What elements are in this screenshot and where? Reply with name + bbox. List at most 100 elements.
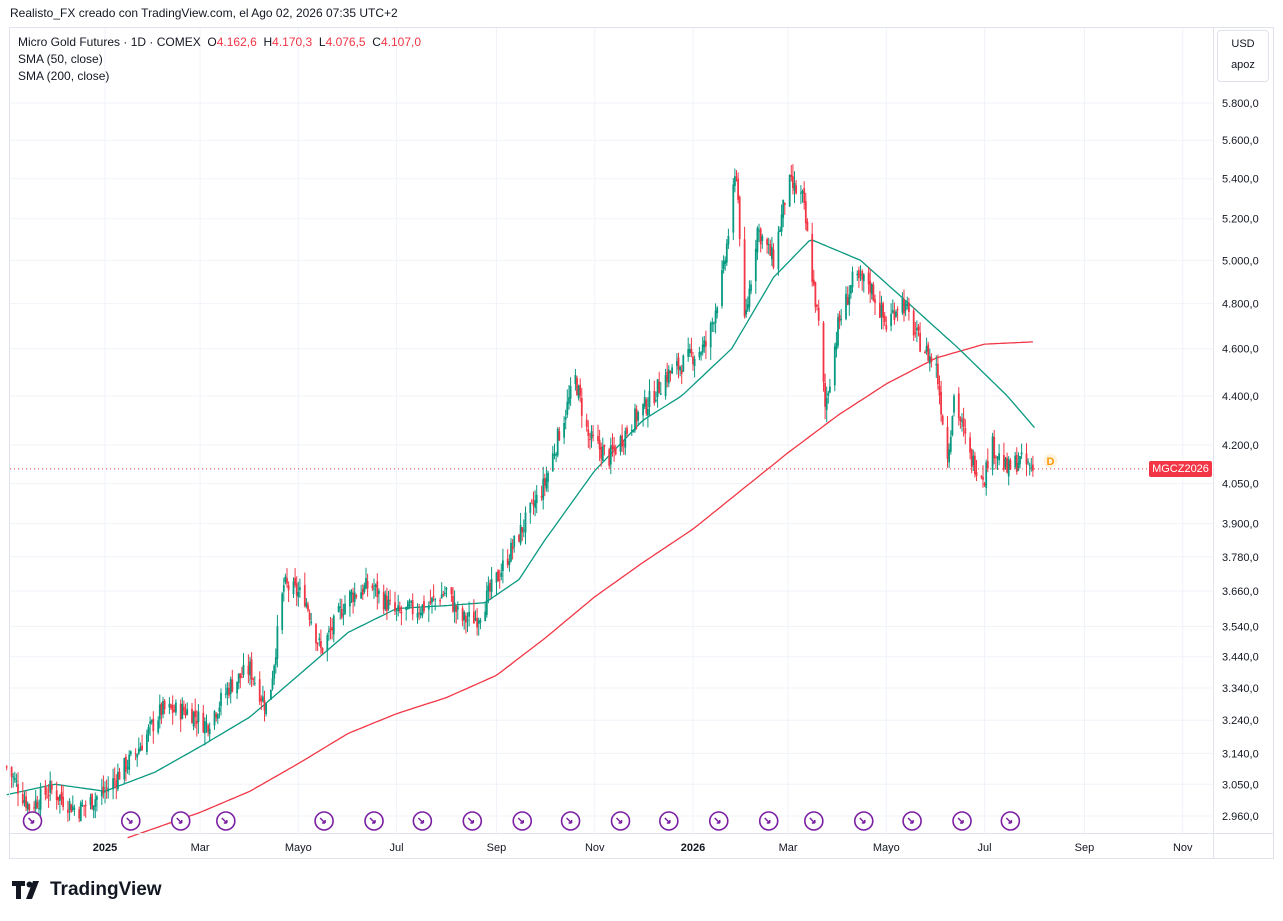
candle-body <box>316 643 319 645</box>
dividend-marker[interactable]: D <box>1043 453 1058 468</box>
candle-body <box>59 795 61 801</box>
candle-body <box>55 790 58 801</box>
symbol-legend-row[interactable]: Micro Gold Futures · 1D · COMEX O4.162,6… <box>18 34 421 51</box>
event-marker-icon[interactable] <box>120 811 141 831</box>
event-marker-icon[interactable] <box>412 811 433 831</box>
candle-body <box>637 412 640 421</box>
event-marker-arrow <box>809 817 816 824</box>
candle-body <box>634 408 636 431</box>
candle-body <box>619 436 622 452</box>
candle-body <box>985 462 988 488</box>
event-marker-arrow <box>1005 817 1013 824</box>
candle-body <box>294 577 296 585</box>
event-marker-icon[interactable] <box>364 811 384 831</box>
candle-body <box>896 309 899 311</box>
candle-body <box>829 386 831 393</box>
candle-body <box>33 807 35 809</box>
event-marker-icon[interactable] <box>902 811 922 831</box>
sma200-path <box>127 341 1033 839</box>
candle-body <box>500 572 503 577</box>
candle-body <box>1028 464 1031 466</box>
candle-body <box>754 248 757 282</box>
candle-body <box>295 583 298 596</box>
price-axis[interactable]: 5.800,0 5.600,0 5.400,0 5.200,0 5.000,0 4.800… <box>9 27 1274 859</box>
candle-body <box>410 601 412 603</box>
candle-body <box>890 313 892 326</box>
candle-body <box>701 344 704 353</box>
candle-body <box>630 429 633 432</box>
candle-body <box>194 710 197 718</box>
candle-body <box>519 524 522 544</box>
candle-body <box>592 434 594 437</box>
candle-body <box>175 702 177 713</box>
candle-body <box>262 696 264 702</box>
candle-body <box>439 600 441 602</box>
event-marker-icon[interactable] <box>22 811 43 831</box>
price-tick-label: 3.780,0 <box>1222 552 1259 564</box>
candle-body <box>421 604 424 616</box>
candle-body <box>405 606 408 610</box>
event-marker-icon[interactable] <box>462 811 483 831</box>
candle-body <box>532 502 535 506</box>
candle-body <box>613 446 615 450</box>
candle-body <box>229 679 232 694</box>
candle-body <box>218 707 221 712</box>
event-marker-icon[interactable] <box>952 811 972 831</box>
candle-body <box>822 322 825 382</box>
candle-body <box>168 703 171 708</box>
event-marker-icon[interactable] <box>560 811 581 831</box>
candle-body <box>838 315 841 322</box>
candle-body <box>128 754 131 770</box>
candle-body <box>134 753 137 755</box>
sma200-legend[interactable]: SMA (200, close) <box>18 69 110 83</box>
candle-body <box>930 357 933 362</box>
candle-body <box>962 417 965 427</box>
event-marker-icon[interactable] <box>314 811 334 831</box>
event-marker-icon[interactable] <box>758 811 779 831</box>
open-value: 4.162,6 <box>216 35 257 49</box>
candle-body <box>418 612 420 614</box>
dividend-marker-label: D <box>1047 456 1055 468</box>
event-marker-icon[interactable] <box>170 811 191 831</box>
candle-body <box>769 244 772 256</box>
candle-body <box>353 592 356 602</box>
price-tick-label: 3.340,0 <box>1222 683 1259 695</box>
currency-selector[interactable]: USD apoz <box>1217 30 1269 82</box>
candle-body <box>431 597 433 603</box>
time-tick-label: 2026 <box>681 842 705 854</box>
candle-body <box>756 228 759 253</box>
event-marker-icon[interactable] <box>708 811 729 831</box>
time-axis[interactable]: 2025 Mar Mayo Jul Sep Nov 2026 Mar Mayo Jul Sep Nov <box>93 842 1193 854</box>
candle-body <box>716 307 719 314</box>
candle-body <box>759 228 762 245</box>
event-marker-icon[interactable] <box>853 811 874 831</box>
candle-body <box>758 230 760 232</box>
candle-body <box>895 311 897 317</box>
candle-body <box>949 436 952 452</box>
candle-body <box>484 611 487 622</box>
time-tick-label: Jul <box>978 842 992 854</box>
event-markers[interactable]: D <box>22 453 1058 831</box>
event-marker-icon[interactable] <box>512 811 533 831</box>
candle-body <box>521 527 524 533</box>
time-tick-label: Mar <box>779 842 798 854</box>
sma50-legend[interactable]: SMA (50, close) <box>18 52 103 66</box>
candle-body <box>953 395 955 413</box>
event-marker-arrow <box>957 817 964 824</box>
price-tick-label: 3.900,0 <box>1222 519 1259 531</box>
candle-body <box>869 281 872 293</box>
candle-body <box>305 602 308 607</box>
candle-body <box>287 585 290 591</box>
candle-body <box>721 270 723 306</box>
event-marker-icon[interactable] <box>804 811 824 831</box>
candle-body <box>705 341 707 347</box>
candle-body <box>917 326 920 331</box>
event-marker-icon[interactable] <box>610 811 631 831</box>
candle-body <box>856 273 859 276</box>
price-tick-label: 4.200,0 <box>1222 440 1259 452</box>
event-marker-icon[interactable] <box>1000 811 1021 831</box>
event-marker-icon[interactable] <box>216 811 236 831</box>
candle-body <box>78 809 81 819</box>
event-marker-icon[interactable] <box>659 811 679 831</box>
